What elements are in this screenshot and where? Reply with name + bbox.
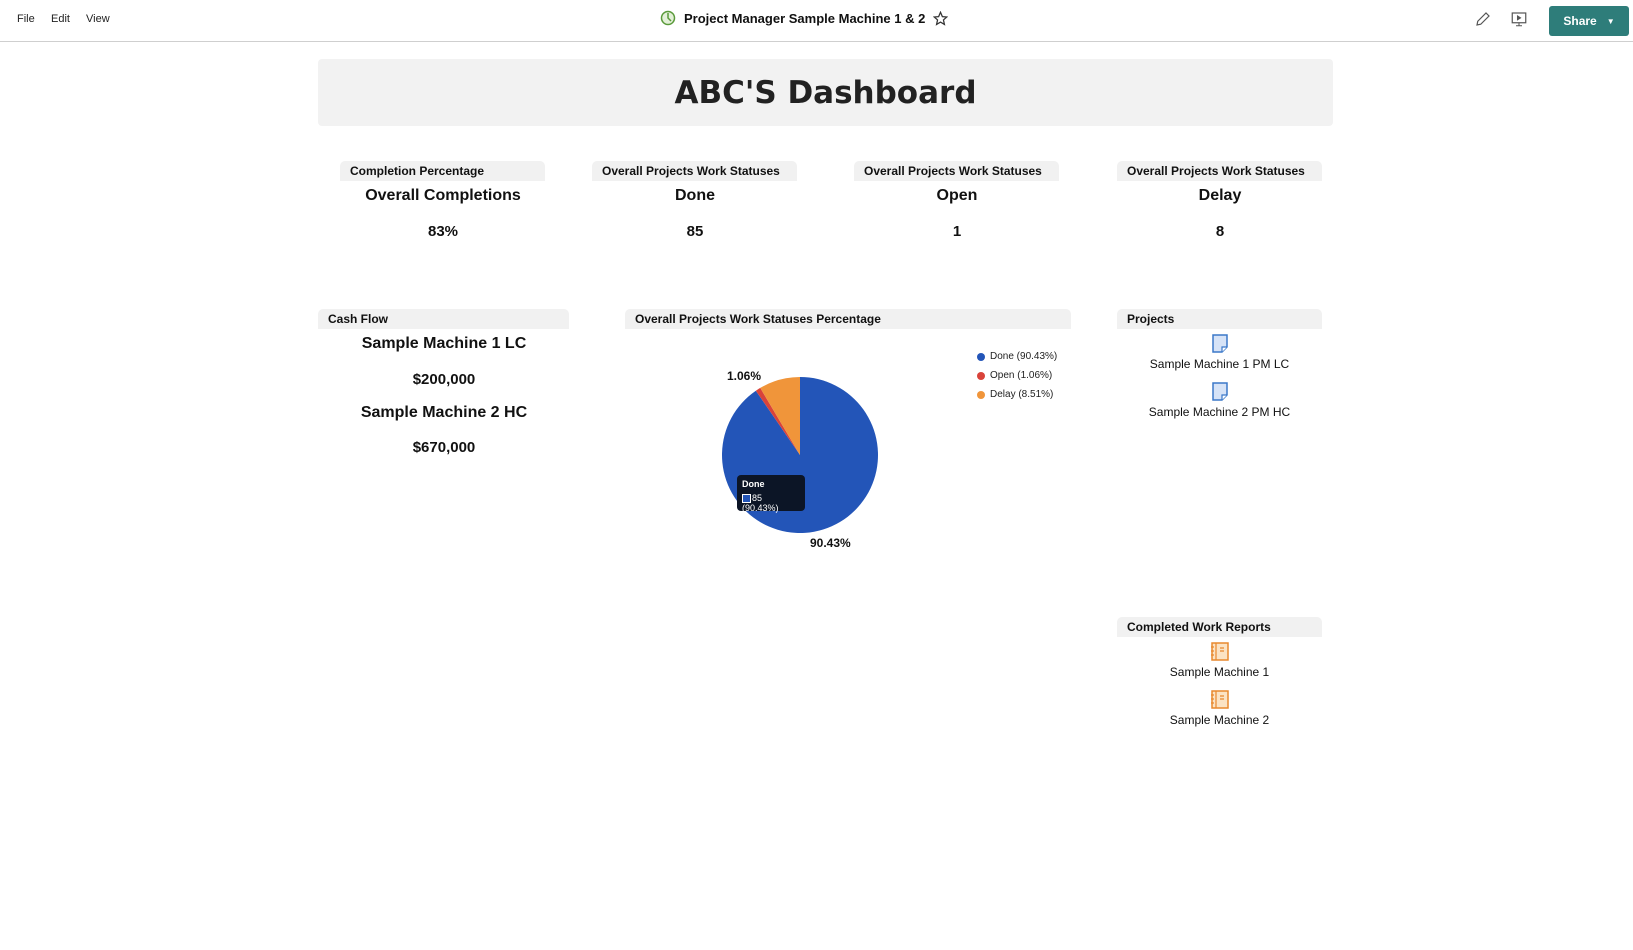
chart-tooltip: Done 85 (90.43%) [737, 475, 805, 514]
legend-item-open[interactable]: Open (1.06%) [977, 366, 1057, 385]
chevron-down-icon: ▼ [1606, 16, 1615, 26]
share-button[interactable]: Share ▼ [1549, 6, 1629, 36]
tooltip-text: 85 (90.43%) [742, 493, 779, 514]
project-link-label: Sample Machine 2 PM HC [1148, 405, 1291, 419]
cash-flow-header: Cash Flow [318, 309, 569, 329]
document-icon [1211, 334, 1228, 353]
card-value: 1 [952, 223, 962, 240]
card-header: Overall Projects Work Statuses [1117, 161, 1322, 181]
project-link-label: Sample Machine 1 PM LC [1149, 357, 1290, 371]
card-header: Overall Projects Work Statuses [592, 161, 797, 181]
report-link-label: Sample Machine 2 [1169, 713, 1270, 727]
data-label-done: 90.43% [810, 536, 851, 550]
legend-swatch [977, 390, 985, 399]
pie-slice-delay[interactable] [760, 377, 800, 455]
report-link[interactable]: Sample Machine 2 [1117, 690, 1322, 727]
card-label: Overall Completions [365, 187, 521, 204]
cash-flow-label: Sample Machine 1 LC [361, 335, 527, 352]
data-label-open: 1.06% [727, 369, 762, 383]
dashboard-logo-icon [660, 10, 676, 26]
cash-flow-value: $670,000 [412, 439, 476, 456]
project-link[interactable]: Sample Machine 2 PM HC [1117, 382, 1322, 419]
legend-item-delay[interactable]: Delay (8.51%) [977, 385, 1057, 404]
legend-swatch [977, 352, 985, 361]
card-label: Delay [1198, 187, 1242, 204]
star-icon[interactable] [933, 10, 949, 26]
report-link[interactable]: Sample Machine 1 [1117, 642, 1322, 679]
legend-label: Done (90.43%) [990, 351, 1058, 362]
card-header: Overall Projects Work Statuses [854, 161, 1059, 181]
cash-flow-label: Sample Machine 2 HC [360, 404, 528, 421]
notebook-icon [1210, 642, 1229, 661]
tooltip-swatch [742, 494, 751, 504]
card-value: 83% [427, 223, 459, 240]
edit-pencil-icon[interactable] [1474, 10, 1492, 28]
legend-label: Open (1.06%) [990, 370, 1053, 381]
card-header: Completion Percentage [340, 161, 545, 181]
chart-title: Overall Projects Work Statuses Percentag… [625, 309, 1071, 329]
legend-swatch [977, 371, 985, 380]
tooltip-title: Done [742, 479, 765, 489]
share-label: Share [1563, 14, 1597, 28]
project-link[interactable]: Sample Machine 1 PM LC [1117, 334, 1322, 371]
card-label: Open [936, 187, 978, 204]
document-icon [1211, 382, 1228, 401]
top-bar: File Edit View Project Manager Sample Ma… [0, 0, 1633, 42]
present-icon[interactable] [1510, 10, 1528, 28]
legend-item-done[interactable]: Done (90.43%) [977, 347, 1057, 366]
report-link-label: Sample Machine 1 [1169, 665, 1270, 679]
cash-flow-value: $200,000 [412, 371, 476, 388]
document-title-area: Project Manager Sample Machine 1 & 2 [660, 10, 949, 26]
pie-chart [722, 377, 878, 533]
card-label: Done [675, 187, 715, 204]
card-value: 8 [1215, 223, 1225, 240]
menu-edit[interactable]: Edit [51, 13, 70, 25]
card-value: 85 [686, 223, 704, 240]
menu-view[interactable]: View [86, 13, 110, 25]
chart-legend: Done (90.43%) Open (1.06%) Delay (8.51%) [977, 347, 1057, 404]
dashboard-title: ABC'S Dashboard [318, 59, 1333, 126]
projects-header: Projects [1117, 309, 1322, 329]
pie-slice-open[interactable] [755, 387, 800, 455]
legend-label: Delay (8.51%) [990, 389, 1054, 400]
notebook-icon [1210, 690, 1229, 709]
menu-file[interactable]: File [17, 13, 35, 25]
document-title: Project Manager Sample Machine 1 & 2 [684, 10, 926, 26]
reports-header: Completed Work Reports [1117, 617, 1322, 637]
